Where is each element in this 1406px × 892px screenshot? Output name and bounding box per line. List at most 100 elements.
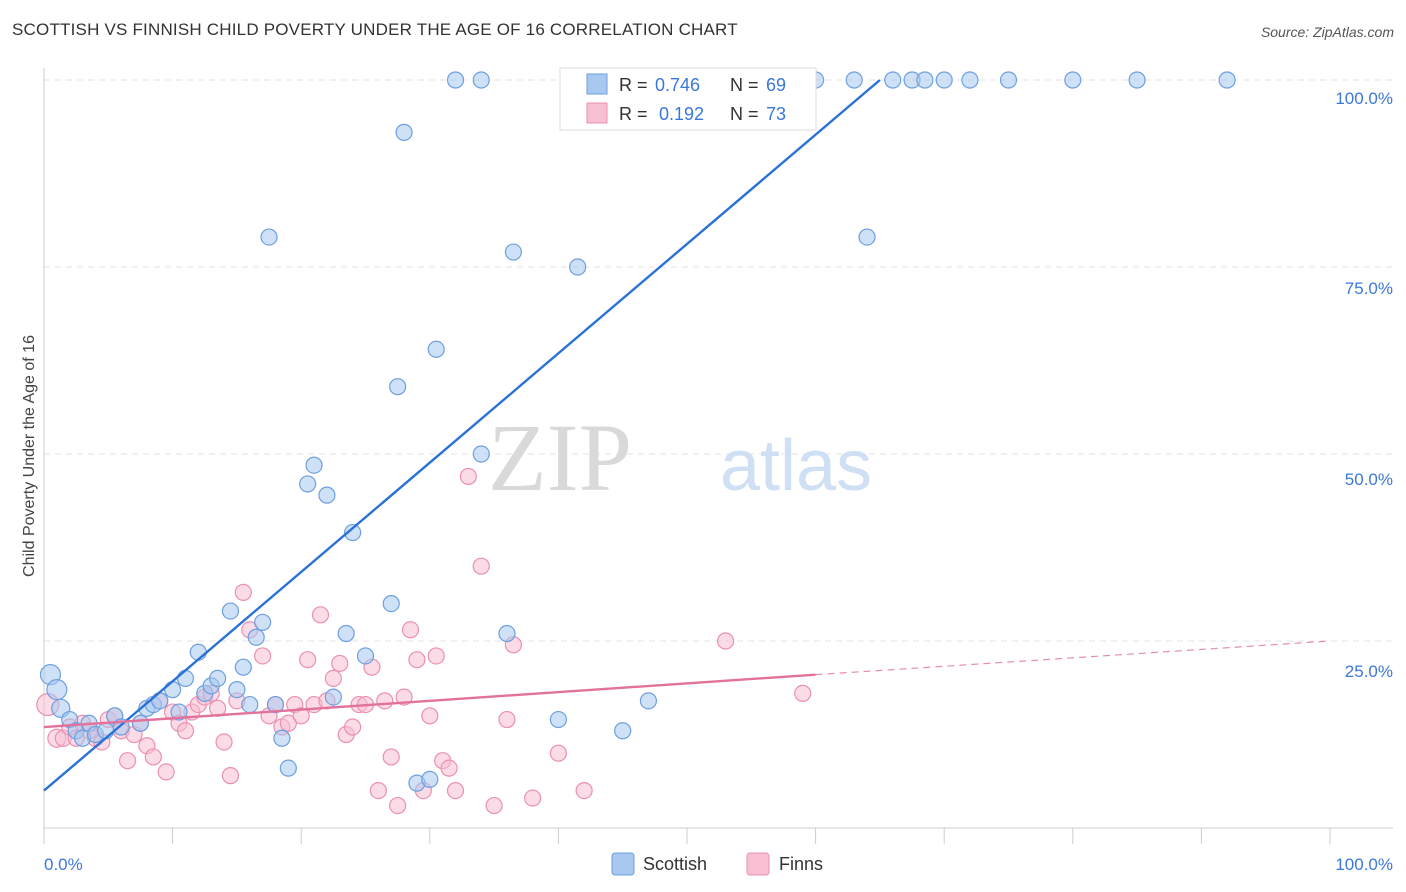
axis-layer: [43, 68, 1393, 844]
scottish-point-50: [549, 710, 568, 729]
finns-point-69: [549, 744, 568, 762]
finns-point-61: [440, 759, 458, 777]
finns-point-56: [408, 651, 426, 669]
watermark-atlas: atlas: [720, 426, 872, 506]
finns-point-68: [524, 789, 542, 807]
finns-point-59: [427, 647, 445, 665]
scottish-point-66: [1064, 71, 1082, 89]
scottish-point-17: [176, 669, 195, 688]
scottish-point-62: [916, 71, 934, 89]
y-axis-label: Child Poverty Under the Age of 16: [21, 335, 38, 577]
finns-point-50: [369, 781, 387, 800]
scottish-point-35: [324, 688, 342, 706]
scottish-point-60: [884, 71, 902, 89]
scottish-point-51: [569, 258, 587, 276]
scottish-point-34: [318, 486, 336, 504]
legend-swatch-scottish: [586, 73, 608, 95]
finns-point-30: [234, 583, 252, 601]
legend-scottish-n-label: N =: [730, 75, 759, 95]
finns-point-38: [292, 707, 310, 725]
stats-legend: R = 0.746 N = 69 R = 0.192 N = 73: [559, 67, 817, 131]
finns-point-65: [485, 796, 503, 815]
scottish-point-29: [266, 695, 285, 714]
scottish-point-28: [260, 228, 278, 246]
finns-point-12: [118, 752, 137, 770]
finns-point-66: [498, 710, 516, 729]
scottish-point-36: [337, 624, 355, 643]
finns-point-72: [794, 684, 812, 702]
bottom-legend: Scottish Finns: [611, 852, 823, 876]
finns-point-62: [446, 781, 465, 800]
scottish-point-15: [164, 681, 182, 699]
legend-scottish-r-value: 0.746: [655, 75, 700, 95]
finns-point-51: [376, 692, 394, 710]
scottish-point-21: [209, 669, 227, 688]
scottish-point-59: [858, 228, 876, 246]
scottish-point-11: [131, 714, 150, 732]
finns-point-18: [157, 763, 175, 781]
legend-finns-n-value: 73: [766, 104, 786, 124]
finns-point-21: [176, 722, 195, 740]
scottish-point-33: [305, 456, 323, 474]
trend-lines: [43, 79, 1331, 792]
watermark-zip: ZIP: [488, 404, 632, 511]
grid-layer: [44, 79, 1393, 642]
legend-finns-r-label: R =: [619, 104, 648, 124]
finns-point-71: [716, 632, 735, 650]
scottish-point-25: [241, 695, 259, 714]
legend-finns-r-value: 0.192: [659, 104, 704, 124]
y-tick-label-100: 100.0%: [1335, 89, 1393, 108]
finns-point-27: [215, 733, 233, 751]
scottish-point-27: [254, 613, 272, 631]
scottish-trend-line: [43, 79, 881, 792]
scottish-point-37: [344, 523, 362, 542]
bottom-legend-swatch-scottish: [611, 852, 635, 876]
finns-point-16: [144, 748, 162, 766]
finns-point-63: [459, 467, 477, 486]
finns-point-46: [344, 718, 362, 736]
bottom-legend-label-scottish: Scottish: [643, 854, 707, 874]
scottish-point-49: [504, 243, 522, 261]
scottish-point-23: [228, 681, 246, 699]
finns-point-58: [421, 707, 439, 725]
legend-finns-n-label: N =: [730, 104, 759, 124]
finns-point-70: [575, 781, 593, 800]
finns-point-54: [395, 688, 413, 706]
watermark: ZIP atlas: [488, 404, 872, 511]
scottish-point-26: [247, 628, 265, 646]
scottish-point-38: [356, 647, 375, 665]
legend-scottish-r-label: R =: [619, 75, 648, 95]
y-tick-label-50: 50.0%: [1345, 470, 1393, 489]
scottish-point-14: [151, 692, 169, 710]
scottish-point-16: [170, 703, 188, 721]
finns-trend-line: [43, 673, 816, 729]
series-scottish-points: [39, 71, 1236, 792]
x-tick-label-min: 0.0%: [44, 855, 83, 874]
finns-point-43: [324, 669, 342, 688]
scottish-point-48: [498, 624, 516, 643]
finns-point-53: [389, 796, 407, 815]
y-tick-label-75: 75.0%: [1345, 279, 1393, 298]
source-credit: Source: ZipAtlas.com: [1260, 24, 1394, 40]
finns-point-39: [299, 651, 317, 669]
scottish-point-53: [639, 692, 658, 710]
scottish-point-44: [427, 340, 445, 358]
x-tick-label-max: 100.0%: [1335, 855, 1393, 874]
legend-scottish-n-value: 69: [766, 75, 786, 95]
finns-point-32: [254, 647, 272, 665]
scottish-point-30: [273, 729, 291, 747]
scottish-point-40: [389, 378, 407, 396]
scottish-point-8: [97, 722, 115, 740]
legend-swatch-finns: [586, 102, 608, 124]
scottish-point-45: [446, 71, 465, 89]
finns-point-41: [311, 606, 330, 624]
finns-point-28: [221, 767, 240, 785]
scottish-point-65: [999, 71, 1018, 89]
scottish-point-68: [1218, 71, 1236, 89]
scottish-point-39: [382, 594, 400, 613]
finns-trend-extension: [815, 640, 1331, 676]
finns-point-52: [382, 748, 400, 766]
scottish-point-46: [472, 71, 490, 89]
scottish-point-31: [279, 759, 297, 777]
